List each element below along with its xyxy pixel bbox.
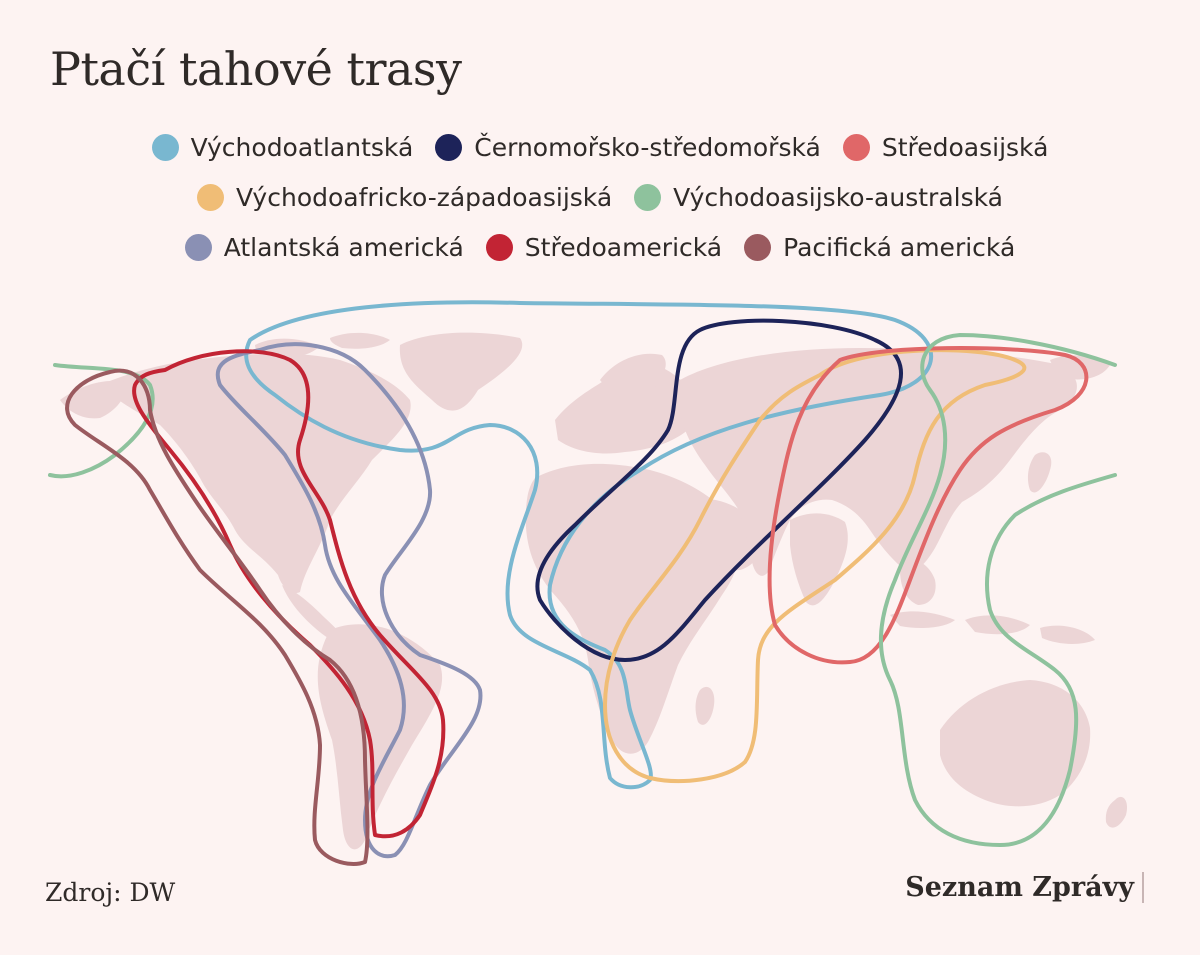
legend-label: Černomořsko-středomořská [474,132,821,162]
legend-swatch [485,233,513,261]
land-australia [940,680,1091,807]
legend-label: Atlantská americká [223,232,464,262]
legend-label: Východoatlantská [190,132,414,162]
land-new-zealand [1105,796,1128,828]
legend-swatch [744,233,772,261]
legend-item-vychodoafricko-zapadoasijska: Východoafricko-západoasijská [197,183,612,212]
legend-label: Pacifická americká [783,232,1016,262]
legend-item-pacificka-americka: Pacifická americká [744,233,1015,262]
legend-row-3: Atlantská americká Středoamerická Pacifi… [0,222,1200,272]
land-chukotka [1050,355,1110,380]
legend-swatch [184,233,212,261]
land-indonesia [890,611,955,628]
land-indonesia [1040,625,1095,644]
legend-label: Středoasijská [881,132,1049,162]
legend-row-2: Východoafricko-západoasijská Východoasij… [0,172,1200,222]
legend-label: Východoasijsko-australská [673,182,1003,212]
flyway-pacificka-americka [65,368,370,866]
flyway-vychodoasijsko-australska [879,333,1117,847]
flyways [48,300,1117,866]
land-africa [525,463,741,754]
land-europe [555,363,699,454]
legend-swatch [151,133,179,161]
legend: Východoatlantská Černomořsko-středomořsk… [0,122,1200,272]
page-title: Ptačí tahové trasy [50,42,462,96]
land-madagascar [695,686,715,725]
source-credit: Zdroj: DW [45,878,176,907]
legend-item-stredoamericka: Středoamerická [485,232,723,262]
land-arctic-islands [330,332,390,349]
flyway-stredoasijska [767,346,1089,665]
land-north-america [100,353,411,594]
land-japan [1027,452,1052,493]
flyway-vychodoafricko-zapadoasijska [603,348,1027,784]
legend-item-stredoasijska: Středoasijská [842,132,1049,162]
legend-row-1: Východoatlantská Černomořsko-středomořsk… [0,122,1200,172]
flyway-vychodoatlantska [244,300,934,790]
legend-item-cernomorsko-stredomorska: Černomořsko-středomořská [435,133,821,162]
legend-swatch [842,133,870,161]
legend-item-atlantska-americka: Atlantská americká [184,232,464,262]
land-southeast-asia [900,558,936,605]
land-asia [679,348,1077,576]
legend-item-vychodoasijsko-australska: Východoasijsko-australská [634,183,1003,212]
legend-swatch [435,133,463,161]
legend-item-vychodoatlantska: Východoatlantská [151,132,414,162]
legend-label: Východoafricko-západoasijská [236,182,613,212]
legend-swatch [197,183,224,211]
land-greenland [399,332,523,411]
legend-swatch [634,183,662,211]
land-scandinavia [600,353,666,401]
flyway-stredoamericka [132,349,446,839]
brand-logo: Seznam Zprávy [905,872,1144,903]
legend-label: Středoamerická [524,232,723,262]
flyway-atlantska-americka [215,342,483,859]
